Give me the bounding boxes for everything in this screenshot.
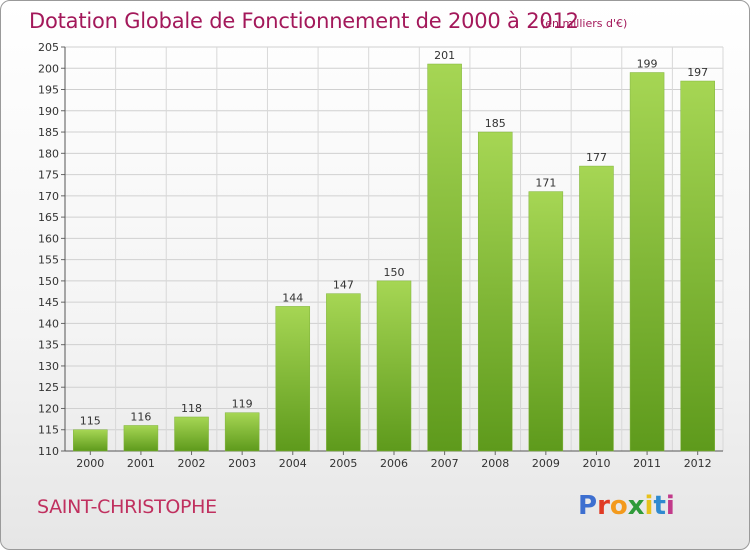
chart-title: Dotation Globale de Fonctionnement de 20…: [29, 9, 579, 33]
bar: [427, 63, 462, 452]
x-tick-label: 2008: [481, 457, 509, 470]
y-tick-label: 115: [38, 424, 59, 437]
y-tick-label: 160: [38, 232, 59, 245]
bar-value-label: 185: [485, 117, 506, 130]
y-tick-label: 120: [38, 402, 59, 415]
logo-letter: x: [627, 491, 645, 521]
bar-value-label: 116: [130, 410, 151, 423]
y-tick-label: 155: [38, 254, 59, 267]
bar: [174, 416, 209, 452]
bar: [528, 191, 564, 452]
x-tick-label: 2005: [329, 457, 357, 470]
x-tick-label: 2011: [633, 457, 661, 470]
bar-value-label: 118: [181, 402, 202, 415]
x-tick-label: 2010: [582, 457, 610, 470]
y-tick-label: 125: [38, 381, 59, 394]
y-tick-label: 150: [38, 275, 59, 288]
logo-letter: i: [644, 491, 654, 521]
y-tick-label: 180: [38, 147, 59, 160]
chart-unit: (en milliers d'€): [541, 17, 628, 30]
bar-value-label: 119: [232, 398, 253, 411]
y-tick-label: 130: [38, 360, 59, 373]
bar-value-label: 115: [80, 415, 101, 428]
bar: [629, 72, 665, 452]
bar: [376, 280, 412, 452]
logo-letter: r: [597, 491, 610, 521]
bar-value-label: 150: [384, 266, 405, 279]
bar: [326, 293, 361, 452]
bar: [224, 412, 260, 452]
bar-value-label: 199: [637, 58, 658, 71]
y-tick-label: 135: [38, 339, 59, 352]
x-tick-label: 2006: [380, 457, 408, 470]
y-tick-label: 170: [38, 190, 59, 203]
logo-letter: i: [665, 491, 675, 521]
bar-value-label: 147: [333, 279, 354, 292]
data-labels: 115 116 118 119 144 147 150 201 185 171 177 199 197: [80, 49, 708, 428]
bars: [73, 63, 715, 452]
y-tick-label: 145: [38, 296, 59, 309]
place-name: SAINT-CHRISTOPHE: [37, 496, 217, 518]
logo-letter: P: [578, 491, 598, 521]
y-tick-label: 205: [38, 41, 59, 54]
x-tick-label: 2004: [279, 457, 307, 470]
bar-value-label: 177: [586, 151, 607, 164]
bar-value-label: 197: [687, 66, 708, 79]
y-tick-label: 185: [38, 126, 59, 139]
logo-letter: o: [609, 491, 628, 521]
bar: [73, 429, 108, 452]
y-tick-label: 175: [38, 169, 59, 182]
x-tick-label: 2007: [431, 457, 459, 470]
y-tick-label: 110: [38, 445, 59, 458]
x-tick-label: 2001: [127, 457, 155, 470]
bar-value-label: 201: [434, 49, 455, 62]
bar: [680, 80, 715, 452]
bar: [579, 165, 614, 452]
x-tick-label: 2000: [76, 457, 104, 470]
proxiti-logo: Proxiti: [578, 491, 675, 521]
bar: [275, 306, 311, 452]
y-tick-label: 190: [38, 105, 59, 118]
bar: [123, 425, 159, 452]
bar-value-label: 171: [535, 177, 556, 190]
x-tick-label: 2002: [178, 457, 206, 470]
x-tick-label: 2012: [684, 457, 712, 470]
y-tick-label: 140: [38, 317, 59, 330]
logo-letter: t: [653, 491, 666, 521]
y-tick-label: 195: [38, 84, 59, 97]
x-tick-label: 2009: [532, 457, 560, 470]
bar-value-label: 144: [282, 291, 303, 304]
bar: [477, 131, 513, 452]
y-tick-label: 165: [38, 211, 59, 224]
y-tick-label: 200: [38, 62, 59, 75]
x-tick-label: 2003: [228, 457, 256, 470]
